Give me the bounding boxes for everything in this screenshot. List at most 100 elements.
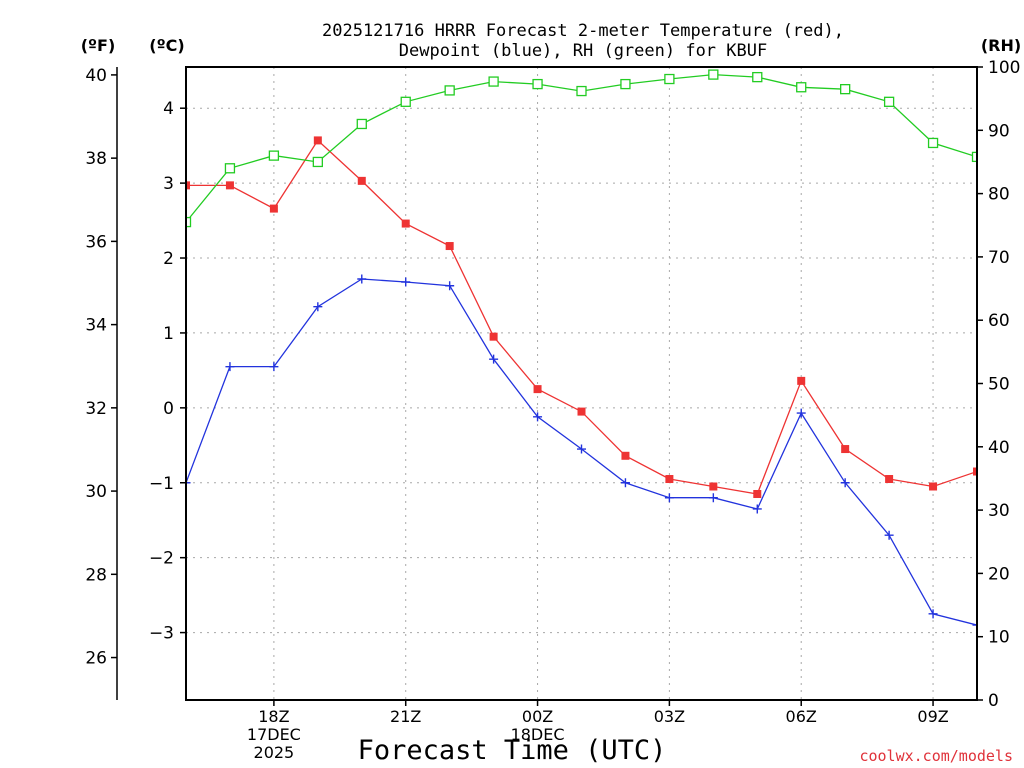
dewpoint-point xyxy=(708,493,718,503)
temperature-point xyxy=(401,219,410,228)
dewpoint-point xyxy=(972,620,977,630)
temperature-point xyxy=(929,482,938,491)
celsius-tick-label: −2 xyxy=(149,549,174,569)
dewpoint-point xyxy=(928,609,938,619)
fahrenheit-tick-label: 32 xyxy=(85,399,107,419)
rh-point xyxy=(488,76,499,87)
temperature-point xyxy=(753,489,762,498)
dewpoint-point xyxy=(620,478,630,488)
temperature-point xyxy=(445,242,454,251)
celsius-tick-label: 3 xyxy=(163,174,174,194)
rh-point xyxy=(186,216,192,228)
celsius-tick-label: 1 xyxy=(163,324,174,344)
dewpoint-point xyxy=(489,354,499,364)
rh-point xyxy=(927,137,939,149)
temperature-point xyxy=(841,445,850,454)
celsius-unit-label: (ºC) xyxy=(149,36,184,55)
dewpoint-point xyxy=(796,408,806,418)
rh-point xyxy=(752,71,763,83)
dewpoint-point xyxy=(186,478,191,488)
time-tick-label: 17DEC xyxy=(247,725,301,744)
rh-point xyxy=(532,78,543,90)
rh-point xyxy=(971,151,977,163)
plot-frame xyxy=(185,66,978,701)
temperature-point xyxy=(1017,486,1024,494)
temperature-point xyxy=(665,475,674,484)
rh-point xyxy=(356,118,367,130)
rh-tick-label: 100 xyxy=(988,58,1020,78)
chart-title-line-1: 2025121716 HRRR Forecast 2-meter Tempera… xyxy=(322,21,844,41)
temperature-point xyxy=(621,451,630,460)
rh-point xyxy=(576,85,587,97)
temperature-point xyxy=(225,181,234,190)
rh-tick-label: 60 xyxy=(988,311,1010,331)
rh-tick-label: 0 xyxy=(988,691,999,711)
chart-title-line-2: Dewpoint (blue), RH (green) for KBUF xyxy=(399,41,767,61)
dewpoint-point xyxy=(269,362,279,372)
rh-line xyxy=(186,73,977,223)
fahrenheit-tick-label: 28 xyxy=(85,565,107,585)
rh-tick-label: 20 xyxy=(988,564,1010,584)
fahrenheit-tick-label: 26 xyxy=(85,649,107,669)
fahrenheit-tick-label: 38 xyxy=(85,149,107,169)
temperature-point xyxy=(797,376,806,385)
temperature-point xyxy=(489,332,498,341)
rh-point xyxy=(224,163,236,174)
temperature-point xyxy=(973,467,977,476)
temperature-point xyxy=(186,181,190,190)
rh-tick-label: 30 xyxy=(988,501,1010,521)
dewpoint-series xyxy=(186,274,1024,645)
dewpoint-point xyxy=(752,504,762,514)
temperature-point xyxy=(533,385,542,394)
x-axis-label: Forecast Time (UTC) xyxy=(358,735,667,766)
dewpoint-point xyxy=(664,493,674,503)
temperature-point xyxy=(577,407,586,416)
rh-point xyxy=(1016,161,1024,170)
rh-tick-label: 90 xyxy=(988,121,1010,141)
temperature-point xyxy=(885,475,894,484)
dewpoint-point xyxy=(577,444,586,454)
dewpoint-point xyxy=(1016,636,1024,645)
dewpoint-point xyxy=(357,274,367,284)
time-tick-label: 18Z xyxy=(258,707,289,726)
time-tick-label: 06Z xyxy=(786,707,817,726)
time-tick-label: 21Z xyxy=(390,707,421,726)
rh-unit-label: (RH) xyxy=(981,36,1021,55)
rh-tick-label: 40 xyxy=(988,438,1010,458)
series-layer xyxy=(186,69,1024,645)
rh-point xyxy=(664,73,675,85)
celsius-tick-label: 2 xyxy=(163,249,174,269)
dewpoint-line xyxy=(186,278,977,626)
rh-point xyxy=(268,150,280,161)
dewpoint-point xyxy=(225,362,235,372)
temperature-point xyxy=(313,136,322,145)
time-tick-label: 18DEC xyxy=(511,725,565,744)
source-credit: coolwx.com/models xyxy=(859,747,1013,765)
time-tick-label: 2025 xyxy=(254,743,295,762)
fahrenheit-tick-label: 40 xyxy=(85,66,107,86)
fahrenheit-tick-label: 34 xyxy=(85,316,107,336)
fahrenheit-tick-label: 30 xyxy=(85,482,107,502)
fahrenheit-unit-label: (ºF) xyxy=(81,36,116,55)
dewpoint-point xyxy=(533,412,543,422)
temperature-series xyxy=(186,136,1024,498)
dewpoint-point xyxy=(840,478,850,488)
dewpoint-point xyxy=(445,281,455,291)
rh-tick-label: 70 xyxy=(988,248,1010,268)
axis-ticks: 43210−1−2−340383634323028261009080706050… xyxy=(85,58,1020,762)
celsius-tick-label: 4 xyxy=(163,99,174,119)
rh-point xyxy=(400,96,411,107)
temperature-point xyxy=(357,176,366,185)
rh-point xyxy=(796,82,807,93)
rh-tick-label: 10 xyxy=(988,628,1010,648)
rh-point xyxy=(620,78,631,90)
rh-tick-label: 50 xyxy=(988,375,1010,395)
rh-point xyxy=(708,69,719,80)
rh-series xyxy=(186,69,1024,228)
dewpoint-point xyxy=(313,302,323,312)
celsius-tick-label: −1 xyxy=(149,474,174,494)
temperature-line xyxy=(186,139,977,495)
rh-tick-label: 80 xyxy=(988,185,1010,205)
rh-point xyxy=(840,84,851,95)
